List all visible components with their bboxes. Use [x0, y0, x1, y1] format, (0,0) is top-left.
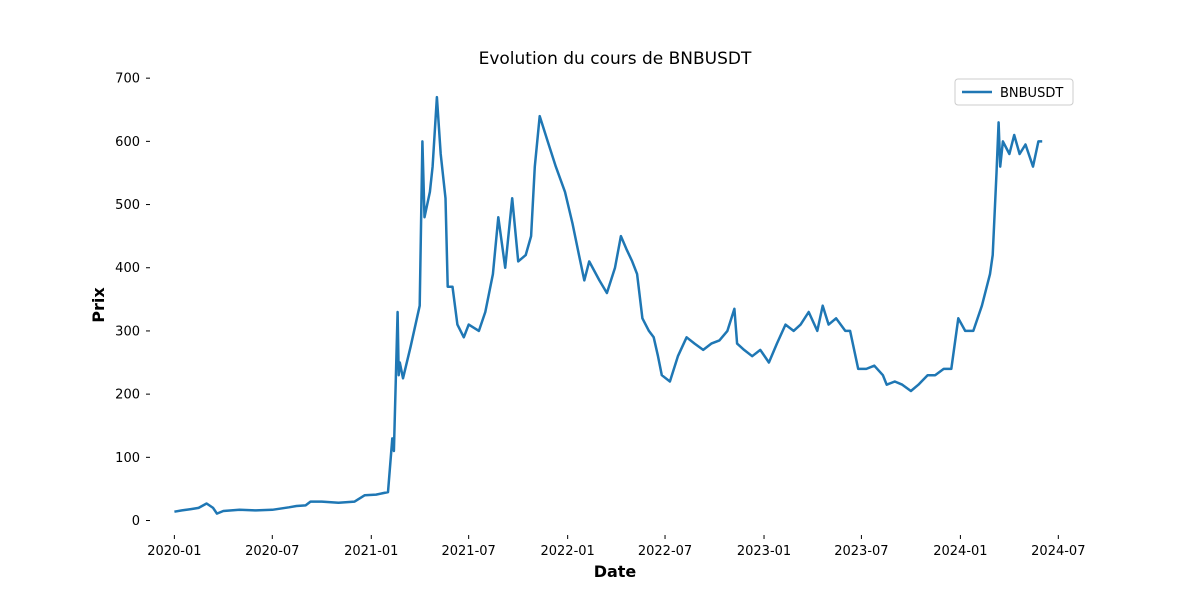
- y-tick-label: 200: [115, 388, 140, 403]
- y-axis-ticks: 0 100 200 300 400 500 600 700: [115, 72, 150, 529]
- y-axis-label: Prix: [89, 287, 108, 323]
- x-tick-label: 2021-07: [441, 544, 495, 559]
- x-tick-label: 2022-07: [638, 544, 692, 559]
- chart-title: Evolution du cours de BNBUSDT: [479, 49, 752, 69]
- x-tick-label: 2022-01: [540, 544, 594, 559]
- x-tick-label: 2021-01: [344, 544, 398, 559]
- x-tick-label: 2024-07: [1031, 544, 1085, 559]
- x-axis-label: Date: [594, 562, 637, 581]
- y-tick-label: 300: [115, 324, 140, 339]
- y-tick-label: 500: [115, 198, 140, 213]
- y-tick-label: 700: [115, 72, 140, 87]
- legend: BNBUSDT: [954, 78, 1074, 106]
- x-tick-label: 2024-01: [933, 544, 987, 559]
- x-tick-label: 2023-01: [737, 544, 791, 559]
- y-tick-label: 0: [132, 514, 140, 529]
- legend-box: [954, 78, 1074, 106]
- x-tick-label: 2023-07: [834, 544, 888, 559]
- legend-label: BNBUSDT: [1000, 86, 1063, 101]
- series-layer: [174, 95, 1043, 515]
- y-tick-label: 100: [115, 451, 140, 466]
- x-axis-ticks: 2020-01 2020-07 2021-01 2021-07 2022-01 2022-…: [147, 535, 1085, 559]
- x-tick-label: 2020-07: [245, 544, 299, 559]
- y-tick-label: 400: [115, 261, 140, 276]
- x-tick-label: 2020-01: [147, 544, 201, 559]
- y-tick-label: 600: [115, 135, 140, 150]
- series-line-bnbusdt: [174, 95, 1043, 515]
